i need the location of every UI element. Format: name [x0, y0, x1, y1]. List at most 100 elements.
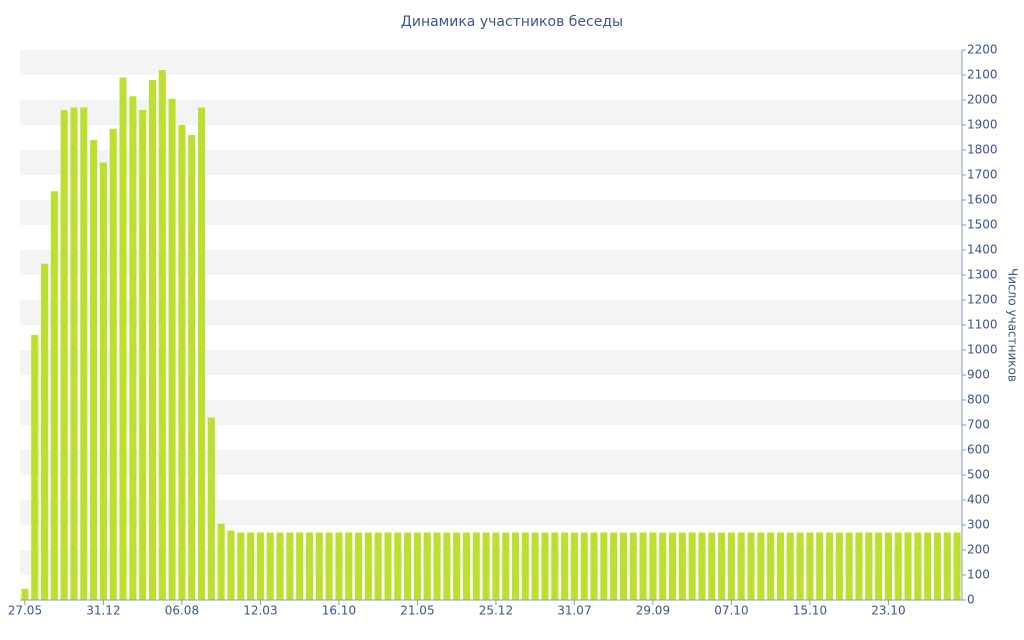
y-tick-label: 1400 [967, 243, 998, 257]
y-tick-label: 2100 [967, 68, 998, 82]
grid-band [20, 150, 962, 175]
y-tick-label: 1300 [967, 268, 998, 282]
x-tick-label: 21.05 [400, 604, 434, 618]
bar [894, 532, 902, 600]
bar [610, 532, 618, 600]
y-tick-label: 1500 [967, 218, 998, 232]
bar [678, 532, 686, 600]
bar [90, 140, 98, 600]
bar [237, 532, 245, 600]
bar [335, 532, 343, 600]
bar [364, 532, 372, 600]
grid-band [20, 200, 962, 225]
bar [99, 162, 107, 600]
bar [266, 532, 274, 600]
bar [737, 532, 745, 600]
bar [50, 191, 58, 600]
grid-band [20, 250, 962, 275]
bar [433, 532, 441, 600]
grid-band [20, 450, 962, 475]
y-axis-title: Число участников [1006, 268, 1020, 382]
y-tick-label: 500 [967, 468, 990, 482]
bar [168, 98, 176, 600]
y-tick-label: 100 [967, 568, 990, 582]
bar [649, 532, 657, 600]
y-tick-label: 0 [967, 593, 975, 607]
bar [904, 532, 912, 600]
bar [629, 532, 637, 600]
bar [148, 80, 157, 600]
bar [708, 532, 716, 600]
bar [158, 70, 166, 600]
bar [875, 532, 883, 600]
x-tick-label: 12.03 [243, 604, 277, 618]
x-tick-label: 27.05 [8, 604, 42, 618]
bar [305, 532, 314, 600]
bar [207, 417, 215, 600]
bar [688, 532, 696, 600]
bar [31, 335, 39, 600]
grid-band [20, 350, 962, 375]
y-tick-label: 700 [967, 418, 990, 432]
bar [600, 532, 608, 600]
bar [21, 588, 29, 600]
bar [825, 532, 834, 600]
grid-band [20, 100, 962, 125]
bar [109, 128, 117, 600]
bar [943, 532, 951, 600]
bar [511, 532, 520, 600]
y-tick-label: 200 [967, 543, 990, 557]
bar [924, 532, 932, 600]
bar [561, 532, 569, 600]
bar [296, 532, 304, 600]
bar [394, 532, 402, 600]
bar [276, 532, 284, 600]
bar [698, 532, 706, 600]
y-tick-label: 2000 [967, 93, 998, 107]
bar [619, 532, 628, 600]
y-tick-label: 1200 [967, 293, 998, 307]
bar [423, 532, 431, 600]
bar [541, 532, 549, 600]
y-tick-label: 1000 [967, 343, 998, 357]
bar [521, 532, 529, 600]
bar [60, 110, 68, 600]
bar [580, 532, 588, 600]
bar [345, 532, 353, 600]
chart-title: Динамика участников беседы [401, 14, 623, 30]
bar [286, 532, 294, 600]
bar [197, 107, 206, 600]
bar [40, 263, 49, 600]
x-tick-label: 31.12 [86, 604, 120, 618]
bar [256, 532, 264, 600]
bar [776, 532, 785, 600]
bar [806, 532, 814, 600]
bar [139, 110, 147, 600]
x-tick-label: 15.10 [793, 604, 827, 618]
bar [551, 532, 559, 600]
bar [443, 532, 451, 600]
bar [80, 107, 88, 600]
bar [796, 532, 804, 600]
bar [639, 532, 647, 600]
bar [845, 532, 853, 600]
y-tick-label: 1900 [967, 118, 998, 132]
bar [129, 96, 137, 600]
bar [315, 532, 323, 600]
bar [835, 532, 843, 600]
bar [914, 532, 922, 600]
bar [757, 532, 765, 600]
bar [413, 532, 421, 600]
bar [492, 532, 500, 600]
y-tick-label: 600 [967, 443, 990, 457]
bar [718, 532, 726, 600]
bar [953, 532, 961, 600]
bar [767, 532, 775, 600]
x-tick-label: 16.10 [322, 604, 356, 618]
x-tick-label: 07.10 [714, 604, 748, 618]
y-tick-label: 1100 [967, 318, 998, 332]
y-tick-label: 300 [967, 518, 990, 532]
bar [502, 532, 510, 600]
x-tick-label: 06.08 [165, 604, 199, 618]
bar [884, 532, 892, 600]
